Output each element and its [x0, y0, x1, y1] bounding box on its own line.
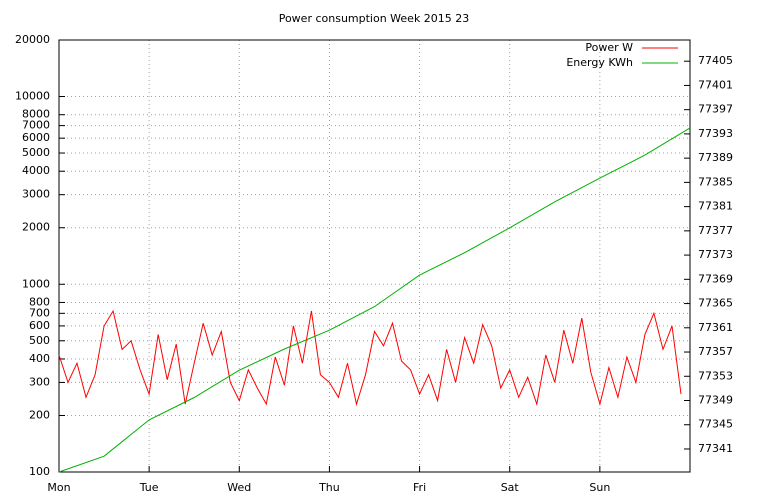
y-tick-label: 2000 — [22, 221, 50, 234]
y-tick-label: 1000 — [22, 277, 50, 290]
x-tick-label: Mon — [47, 481, 70, 494]
y-tick-label: 10000 — [15, 90, 50, 103]
y-tick-label: 8000 — [22, 108, 50, 121]
y-tick-label: 400 — [29, 352, 50, 365]
series-line — [58, 309, 682, 407]
y2-tick-label: 77373 — [698, 248, 733, 261]
y2-tick-label: 77349 — [698, 394, 733, 407]
y2-tick-label: 77401 — [698, 78, 733, 91]
y2-tick-label: 77353 — [698, 369, 733, 382]
x-tick-label: Fri — [413, 481, 426, 494]
y-tick-label: 7000 — [22, 119, 50, 132]
y2-tick-label: 77381 — [698, 200, 733, 213]
y2-tick-label: 77389 — [698, 151, 733, 164]
y2-tick-label: 77405 — [698, 54, 733, 67]
y-tick-label: 200 — [29, 408, 50, 421]
y2-tick-label: 77377 — [698, 224, 733, 237]
y2-tick-label: 77361 — [698, 321, 733, 334]
y2-tick-label: 77357 — [698, 345, 733, 358]
y-tick-label: 4000 — [22, 164, 50, 177]
y-tick-label: 700 — [29, 306, 50, 319]
y-tick-label: 300 — [29, 375, 50, 388]
x-tick-label: Tue — [139, 481, 159, 494]
y2-tick-label: 77345 — [698, 418, 733, 431]
y-tick-label: 800 — [29, 295, 50, 308]
y-tick-label: 100 — [29, 465, 50, 478]
y2-tick-label: 77385 — [698, 175, 733, 188]
x-tick-label: Sun — [589, 481, 610, 494]
y-tick-label: 6000 — [22, 131, 50, 144]
y2-tick-label: 77341 — [698, 442, 733, 455]
y-tick-label: 20000 — [15, 33, 50, 46]
legend-label: Power W — [585, 41, 633, 54]
chart-title: Power consumption Week 2015 23 — [279, 12, 470, 25]
x-tick-label: Thu — [318, 481, 340, 494]
plot-frame — [58, 39, 691, 473]
y2-tick-label: 77365 — [698, 297, 733, 310]
y-tick-label: 5000 — [22, 146, 50, 159]
y2-tick-label: 77393 — [698, 127, 733, 140]
y2-tick-label: 77397 — [698, 103, 733, 116]
y-tick-label: 500 — [29, 334, 50, 347]
legend-label: Energy KWh — [566, 56, 633, 69]
x-tick-label: Wed — [227, 481, 251, 494]
y-tick-label: 3000 — [22, 188, 50, 201]
series-line — [58, 127, 691, 473]
x-tick-label: Sat — [501, 481, 520, 494]
y2-tick-label: 77369 — [698, 272, 733, 285]
y-tick-label: 600 — [29, 319, 50, 332]
